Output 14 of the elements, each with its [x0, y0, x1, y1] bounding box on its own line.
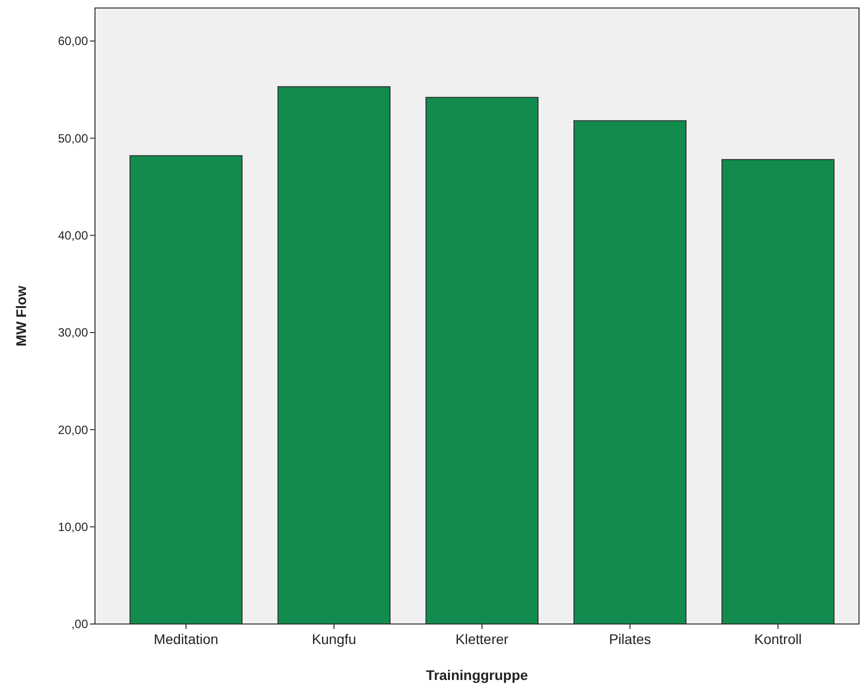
- x-tick-label: Kletterer: [456, 631, 509, 647]
- y-tick-label: 10,00: [58, 520, 88, 534]
- x-tick-label: Pilates: [608, 631, 652, 647]
- y-tick-label: 60,00: [58, 34, 88, 48]
- y-tick-label: ,00: [71, 617, 88, 632]
- y-tick-label: 40,00: [58, 228, 88, 243]
- y-tick-label: 30,00: [58, 326, 88, 340]
- x-tick-label: Kontroll: [754, 631, 802, 647]
- y-tick-label: 50,00: [58, 131, 88, 146]
- y-axis-title: MW Flow: [13, 286, 29, 346]
- y-tick-label: 20,00: [58, 422, 88, 437]
- x-tick-label: Kungfu: [312, 631, 356, 647]
- x-tick-label: Meditation: [154, 631, 218, 647]
- x-axis-title: Traininggruppe: [426, 667, 528, 683]
